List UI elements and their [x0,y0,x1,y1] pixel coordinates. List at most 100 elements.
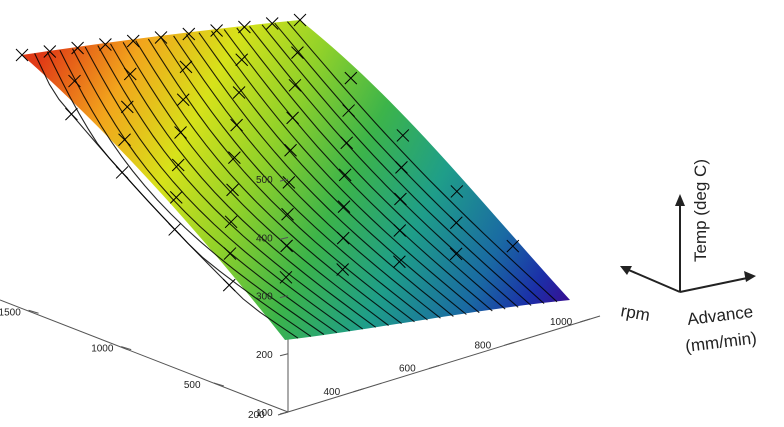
data-point-x-marker [337,200,351,213]
temp-tick-label: 200 [256,350,273,361]
contour-line [72,48,338,334]
data-point-x-marker [15,48,29,62]
data-point-x-marker [265,17,279,30]
temp-tick-label: 300 [256,292,273,303]
data-point-x-marker [286,111,299,125]
contour-line [97,45,364,330]
rpm-axis-line [0,299,289,413]
data-point-x-marker [284,143,297,157]
data-point-x-marker [43,45,57,58]
data-point-x-marker [449,216,463,230]
contour-line [135,40,402,325]
advance-tick-label: 800 [475,340,492,351]
data-point-x-marker [396,129,410,142]
contour-line [147,38,415,323]
contour-line [173,35,441,319]
contour-line [59,49,325,335]
data-point-x-marker [154,31,168,44]
contour-line [198,32,467,315]
contour-line [261,24,532,306]
data-point-x-marker [238,20,251,34]
data-point-x-marker [169,190,183,204]
advance-tick-mark [579,318,591,323]
advance-tick-label: 600 [399,364,416,375]
advance-tick-mark [428,365,440,369]
advance-tick-mark [504,341,515,346]
contour-line [84,46,351,332]
data-point-x-marker [179,60,193,74]
temp-tick-label: 500 [256,175,273,186]
contour-line [46,51,312,337]
data-point-x-marker [336,231,350,245]
data-point-x-marker [336,263,350,276]
advance-axis-unit: (mm/min) [684,328,758,356]
data-point-x-marker [293,13,307,27]
data-point-x-marker [99,38,112,51]
temp-axis-title: Temp (deg C) [691,159,710,262]
rpm-arrowhead [620,266,632,275]
contour-line [110,43,377,328]
data-point-x-marker [344,71,358,85]
data-point-x-marker [449,247,463,261]
rpm-tick-mark [28,309,39,314]
data-point-x-marker [228,151,241,164]
rpm-tick-label: 500 [184,380,201,391]
temp-tick-labels: 100 200 300 400 500 [256,175,289,419]
advance-axis-title: Advance [686,302,754,329]
advance-arrow [679,276,753,293]
data-point-x-marker [126,34,140,48]
contour-line [286,21,558,303]
temp-tick-mark [279,295,289,299]
data-point-x-marker [182,27,196,41]
rpm-tick-mark [213,382,225,387]
contour-line [249,26,519,308]
data-point-x-marker [394,192,407,206]
advance-tick-mark [353,388,364,393]
data-point-x-marker [223,247,237,260]
data-point-x-marker [168,223,182,236]
temp-tick-mark [279,236,289,240]
data-point-x-marker [118,133,131,147]
advance-tick-labels: 200 400 600 800 1000 [248,317,591,421]
data-point-x-marker [291,46,304,60]
rpm-tick-label: 1000 [91,344,114,355]
data-point-x-marker [224,215,238,229]
data-point-x-marker [450,185,464,198]
temp-tick-label: 100 [256,408,273,419]
data-point-x-marker [230,118,243,132]
data-point-x-marker [226,183,239,197]
axis-orientation-legend: Temp (deg C) rpm Advance (mm/min) [619,159,757,356]
data-point-x-marker [222,278,236,292]
contour-line [211,30,480,314]
data-point-x-marker [342,104,355,117]
temp-tick-mark [279,411,289,415]
data-point-x-marker [279,270,293,284]
rpm-tick-labels: 500 1000 1500 [0,307,225,391]
data-point-x-marker [506,239,520,253]
temp-tick-mark [279,178,289,182]
data-point-x-marker [68,74,81,88]
data-point-x-marker [232,86,246,99]
data-point-x-marker [171,158,185,172]
data-point-x-marker [176,93,190,107]
data-point-x-marker [281,207,294,221]
data-point-x-marker [288,78,302,92]
rpm-axis-title: rpm [619,301,651,325]
data-point-x-marker [65,107,78,121]
advance-axis-line [287,315,601,413]
rpm-arrow [623,267,681,293]
data-point-x-marker [235,53,249,67]
data-point-x-marker [395,160,408,174]
contour-line [236,27,506,310]
data-point-x-marker [120,100,134,114]
advance-tick-label: 200 [248,410,265,421]
data-point-x-marker [115,166,129,179]
data-point-markers [15,13,520,292]
contour-line [223,29,493,312]
contour-line [122,42,389,326]
contour-lines [34,21,558,339]
data-point-x-marker [338,168,352,182]
contour-line [160,37,428,321]
data-point-x-marker [174,126,187,139]
